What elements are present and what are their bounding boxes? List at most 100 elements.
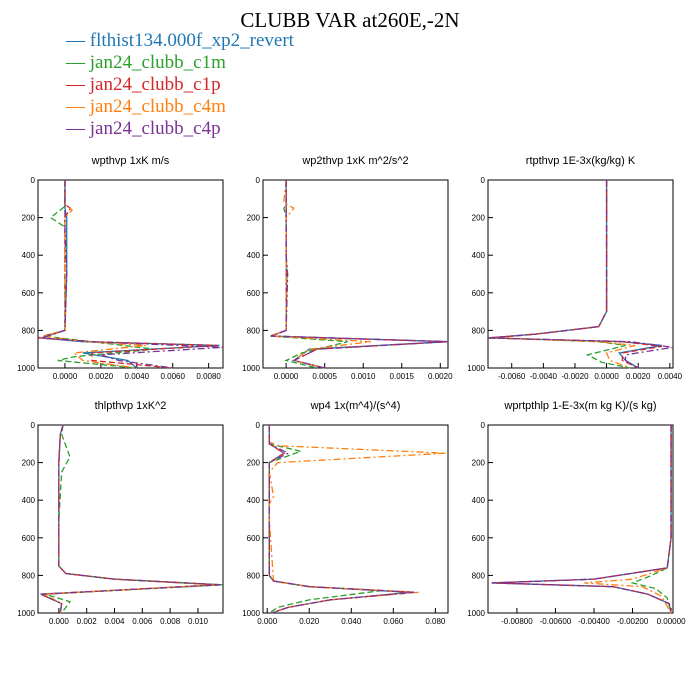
y-tick-label: 600 <box>472 289 486 298</box>
series-line-jan24_clubb_c4m <box>270 179 371 369</box>
plot-frame <box>262 424 449 614</box>
figure-title: CLUBB VAR at260E,-2N <box>240 8 460 32</box>
legend-entry: — jan24_clubb_c1p <box>66 74 221 95</box>
series-line-flthist134.000f_xp2_revert <box>270 180 449 369</box>
y-tick-label: 0 <box>256 176 261 185</box>
x-tick-label: 0.006 <box>132 617 153 626</box>
series-line-jan24_clubb_c4p <box>270 180 449 369</box>
series-line-jan24_clubb_c1p <box>270 180 449 369</box>
panel-title: rtpthvp 1E-3x(kg/kg) K <box>525 155 636 167</box>
y-tick-label: 800 <box>22 571 36 580</box>
panel-plot: 0 200 400 600 800 1000 -0.0060 -0.0040 -0.0020 0.… <box>467 176 683 381</box>
x-tick-label: 0.0040 <box>658 372 683 381</box>
x-tick-label: 0.0060 <box>160 372 185 381</box>
y-tick-label: 1000 <box>467 364 485 373</box>
y-tick-label: 600 <box>22 289 36 298</box>
chart-panel: thlpthvp 1xK^2 0 200 400 600 800 1000 0.000 0.00… <box>6 400 251 638</box>
x-tick-label: 0.000 <box>257 617 278 626</box>
y-tick-label: 1000 <box>17 364 35 373</box>
plot-frame <box>262 179 449 369</box>
y-tick-label: 0 <box>31 421 36 430</box>
x-tick-label: 0.002 <box>77 617 98 626</box>
x-tick-label: 0.0015 <box>390 372 415 381</box>
x-tick-label: -0.0060 <box>498 372 526 381</box>
chart-panel: rtpthvp 1E-3x(kg/kg) K 0 200 400 600 800 1000 -… <box>456 155 700 393</box>
y-tick-label: 400 <box>247 251 261 260</box>
x-tick-label: 0.008 <box>160 617 181 626</box>
x-tick-label: 0.0040 <box>125 372 150 381</box>
legend-entry: — jan24_clubb_c1m <box>66 52 226 73</box>
panel-plot: 0 200 400 600 800 1000 0.0000 0.0005 0.0010 0.001… <box>242 176 453 381</box>
y-tick-label: 800 <box>22 326 36 335</box>
series-line-jan24_clubb_c1p <box>37 180 218 369</box>
panel-title: wp4 1x(m^4)/(s^4) <box>310 400 401 412</box>
series-line-jan24_clubb_c1m <box>44 424 224 614</box>
x-tick-label: 0.0000 <box>274 372 299 381</box>
y-tick-label: 200 <box>247 214 261 223</box>
series-line-jan24_clubb_c4p <box>40 424 221 614</box>
x-tick-label: -0.00800 <box>501 617 533 626</box>
y-tick-label: 200 <box>247 459 261 468</box>
series-line-jan24_clubb_c4m <box>584 425 672 614</box>
y-tick-label: 0 <box>31 176 36 185</box>
x-tick-label: 0.0000 <box>53 372 78 381</box>
y-tick-label: 800 <box>472 326 486 335</box>
y-tick-label: 400 <box>472 496 486 505</box>
x-tick-label: 0.0020 <box>89 372 114 381</box>
series-line-jan24_clubb_c1p <box>491 425 672 614</box>
series-line-jan24_clubb_c1m <box>630 425 672 614</box>
x-tick-label: 0.020 <box>299 617 320 626</box>
x-tick-label: 0.0005 <box>312 372 337 381</box>
series-line-flthist134.000f_xp2_revert <box>40 424 219 614</box>
panel-plot: 0 200 400 600 800 1000 0.0000 0.0020 0.0040 0.006… <box>17 176 224 381</box>
y-tick-label: 600 <box>472 534 486 543</box>
series-line-jan24_clubb_c1p <box>40 424 219 614</box>
x-tick-label: -0.0020 <box>561 372 589 381</box>
series-line-jan24_clubb_c1m <box>270 180 348 369</box>
x-tick-label: 0.010 <box>188 617 209 626</box>
y-tick-label: 400 <box>247 496 261 505</box>
x-tick-label: 0.0080 <box>196 372 221 381</box>
x-tick-label: 0.060 <box>383 617 404 626</box>
y-tick-label: 400 <box>22 251 36 260</box>
panel-plot: 0 200 400 600 800 1000 0.000 0.002 0.004 0.006 0.0… <box>17 421 224 626</box>
x-tick-label: 0.0010 <box>351 372 376 381</box>
panel-title: wp2thvp 1xK m^2/s^2 <box>302 155 409 167</box>
x-tick-label: 0.000 <box>49 617 70 626</box>
y-tick-label: 800 <box>472 571 486 580</box>
x-tick-label: 0.0000 <box>594 372 619 381</box>
x-tick-label: -0.00200 <box>617 617 649 626</box>
y-tick-label: 200 <box>472 459 486 468</box>
x-tick-label: 0.0020 <box>428 372 453 381</box>
y-tick-label: 200 <box>22 459 36 468</box>
y-tick-label: 1000 <box>242 609 260 618</box>
series-line-jan24_clubb_c4p <box>268 425 415 614</box>
y-tick-label: 1000 <box>242 364 260 373</box>
panel-plot: 0 200 400 600 800 1000 -0.00800 -0.00600 -0.0040… <box>467 421 686 626</box>
plot-frame <box>487 424 674 614</box>
y-tick-label: 600 <box>247 289 261 298</box>
x-tick-label: 0.0020 <box>626 372 651 381</box>
y-tick-label: 800 <box>247 326 261 335</box>
y-tick-label: 400 <box>472 251 486 260</box>
x-tick-label: -0.0040 <box>530 372 558 381</box>
x-tick-label: 0.004 <box>104 617 125 626</box>
panel-title: wpthvp 1xK m/s <box>91 155 170 167</box>
x-tick-label: 0.040 <box>341 617 362 626</box>
chart-panel: wp4 1x(m^4)/(s^4) 0 200 400 600 800 1000 0.000 0… <box>231 400 476 638</box>
legend-entry: — jan24_clubb_c4p <box>66 118 221 139</box>
chart-panel: wp2thvp 1xK m^2/s^2 0 200 400 600 800 1000 0.00… <box>231 155 476 393</box>
y-tick-label: 0 <box>481 176 486 185</box>
panel-title: thlpthvp 1xK^2 <box>94 400 167 412</box>
legend-entry: — flthist134.000f_xp2_revert <box>66 30 294 51</box>
series-line-flthist134.000f_xp2_revert <box>268 425 411 614</box>
series-line-flthist134.000f_xp2_revert <box>491 425 672 614</box>
chart-panel: wprtpthlp 1-E-3x(m kg K)/(s kg) 0 200 400 60… <box>456 400 700 638</box>
y-tick-label: 0 <box>481 421 486 430</box>
y-tick-label: 200 <box>472 214 486 223</box>
y-tick-label: 1000 <box>467 609 485 618</box>
series-line-jan24_clubb_c4p <box>491 425 672 614</box>
y-tick-label: 200 <box>22 214 36 223</box>
